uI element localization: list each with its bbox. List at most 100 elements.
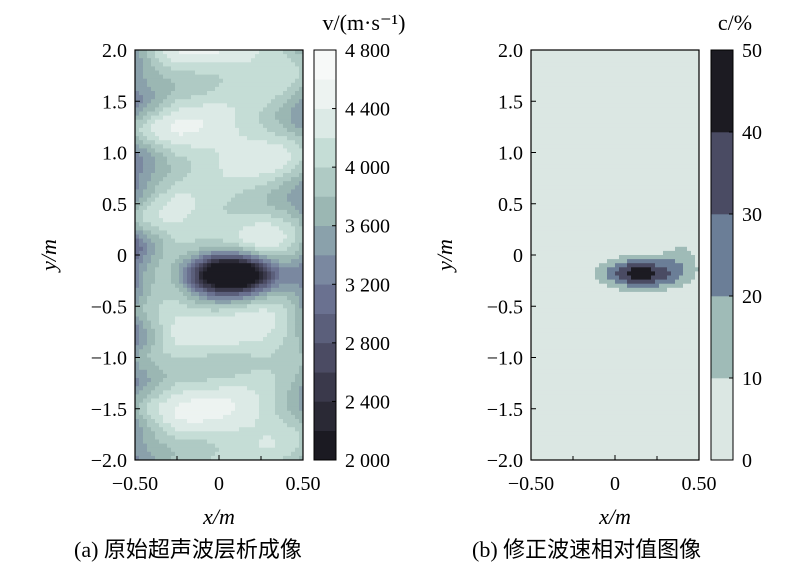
panel-a-heatmap-cell (167, 271, 172, 276)
panel-b-heatmap-cell (559, 168, 564, 174)
panel-a-heatmap-cell (247, 123, 252, 129)
panel-a-heatmap-cell (199, 66, 204, 71)
panel-a-heatmap-cell (263, 168, 268, 174)
panel-a-heatmap-cell (283, 378, 288, 383)
panel-a-heatmap-cell (239, 410, 244, 416)
panel-a-heatmap-cell (299, 398, 303, 403)
panel-a-heatmap-cell (183, 378, 188, 383)
panel-a-heatmap-cell (135, 455, 140, 460)
panel-b-heatmap-cell (539, 230, 544, 235)
panel-a-heatmap-cell (243, 328, 248, 334)
panel-a-heatmap-cell (283, 168, 288, 174)
panel-a-heatmap-cell (163, 332, 168, 338)
panel-a-heatmap-cell (187, 394, 192, 399)
panel-b-heatmap-cell (555, 271, 560, 276)
panel-a-heatmap-cell (207, 181, 212, 186)
panel-a-heatmap-cell (151, 127, 156, 133)
panel-a-heatmap-cell (291, 205, 296, 211)
panel-a-heatmap-cell (231, 291, 236, 297)
panel-b-heatmap-cell (531, 287, 536, 293)
panel-b-heatmap-cell (543, 99, 548, 104)
panel-a-heatmap-cell (139, 54, 144, 59)
panel-a-heatmap-cell (227, 164, 232, 170)
panel-a-heatmap-cell (287, 455, 292, 460)
panel-a-heatmap-cell (271, 205, 276, 211)
panel-a-heatmap-cell (251, 255, 256, 260)
panel-a-heatmap-cell (147, 443, 152, 449)
panel-b-heatmap-cell (547, 218, 552, 223)
panel-a-heatmap-cell (299, 95, 303, 100)
panel-a-heatmap-cell (235, 435, 240, 440)
panel-a-colorbar-segment (314, 401, 336, 432)
panel-a-heatmap-cell (231, 378, 236, 383)
panel-a-heatmap-cell (291, 50, 296, 55)
panel-a-heatmap-cell (211, 201, 216, 207)
panel-a-heatmap-cell (159, 263, 164, 268)
panel-a-heatmap-cell (243, 70, 248, 75)
panel-a-heatmap-cell (155, 136, 160, 141)
panel-a-heatmap-cell (235, 402, 240, 408)
panel-a-heatmap-cell (215, 148, 220, 153)
panel-b-heatmap-cell (539, 357, 544, 362)
panel-a-heatmap-cell (271, 86, 276, 92)
panel-a-heatmap-cell (215, 296, 220, 301)
panel-a-heatmap-cell (255, 156, 260, 162)
panel-b-heatmap-cell (539, 197, 544, 203)
panel-b-heatmap-cell (539, 140, 544, 145)
panel-a-heatmap-cell (267, 177, 272, 182)
panel-a-colorbar-segment (314, 255, 336, 285)
panel-a-heatmap-cell (263, 238, 268, 244)
panel-a-heatmap-cell (143, 148, 148, 153)
panel-b-heatmap-cell (531, 205, 536, 211)
panel-a-heatmap-cell (291, 320, 296, 326)
panel-a-heatmap-cell (147, 390, 152, 395)
panel-a-heatmap-cell (223, 431, 228, 436)
panel-a-heatmap-cell (139, 296, 144, 301)
panel-a-heatmap-cell (267, 386, 272, 391)
panel-a-heatmap-cell (271, 316, 276, 321)
panel-a-heatmap-cell (263, 369, 268, 375)
panel-a-heatmap-cell (271, 218, 276, 223)
panel-a-heatmap-cell (291, 201, 296, 207)
panel-a-heatmap-cell (247, 419, 252, 424)
panel-a-heatmap-cell (175, 214, 180, 219)
panel-a-heatmap-cell (279, 173, 284, 178)
panel-a-heatmap-cell (199, 353, 204, 358)
panel-b-heatmap-cell (547, 435, 552, 440)
panel-a-heatmap-cell (191, 66, 196, 71)
panel-a-heatmap-cell (135, 300, 140, 305)
panel-b-heatmap-cell (555, 181, 560, 186)
panel-a-heatmap-cell (251, 410, 256, 416)
panel-a-heatmap-cell (135, 246, 140, 252)
panel-a-heatmap-cell (203, 312, 208, 317)
panel-a-heatmap-cell (235, 127, 240, 133)
panel-a-heatmap-cell (207, 312, 212, 317)
panel-a-heatmap-cell (151, 308, 156, 313)
panel-a-heatmap-cell (155, 230, 160, 235)
panel-a-heatmap-cell (187, 443, 192, 449)
panel-a-heatmap-cell (203, 373, 208, 379)
panel-a-heatmap-cell (235, 173, 240, 178)
panel-a-heatmap-cell (235, 279, 240, 285)
panel-a-heatmap-cell (175, 70, 180, 75)
panel-a-heatmap-cell (271, 324, 276, 330)
panel-a-heatmap-cell (287, 54, 292, 59)
panel-a-heatmap-cell (147, 451, 152, 457)
panel-b-heatmap-cell (551, 123, 556, 129)
panel-a-heatmap-cell (255, 427, 260, 432)
panel-a-heatmap-cell (191, 70, 196, 75)
panel-a-heatmap-cell (139, 238, 144, 244)
panel-a-heatmap-cell (239, 189, 244, 194)
panel-a-heatmap-cell (263, 443, 268, 449)
panel-a-heatmap-cell (175, 300, 180, 305)
panel-b-heatmap-cell (543, 168, 548, 174)
panel-b-heatmap-cell (531, 70, 536, 75)
panel-a-heatmap-cell (275, 226, 280, 231)
panel-a-heatmap-cell (179, 283, 184, 289)
panel-a-heatmap-cell (239, 123, 244, 129)
panel-b-heatmap-cell (555, 234, 560, 239)
panel-a-heatmap-cell (191, 414, 196, 420)
panel-a-heatmap-cell (283, 300, 288, 305)
panel-b-heatmap-cell (559, 144, 564, 149)
panel-a-heatmap-cell (151, 140, 156, 145)
